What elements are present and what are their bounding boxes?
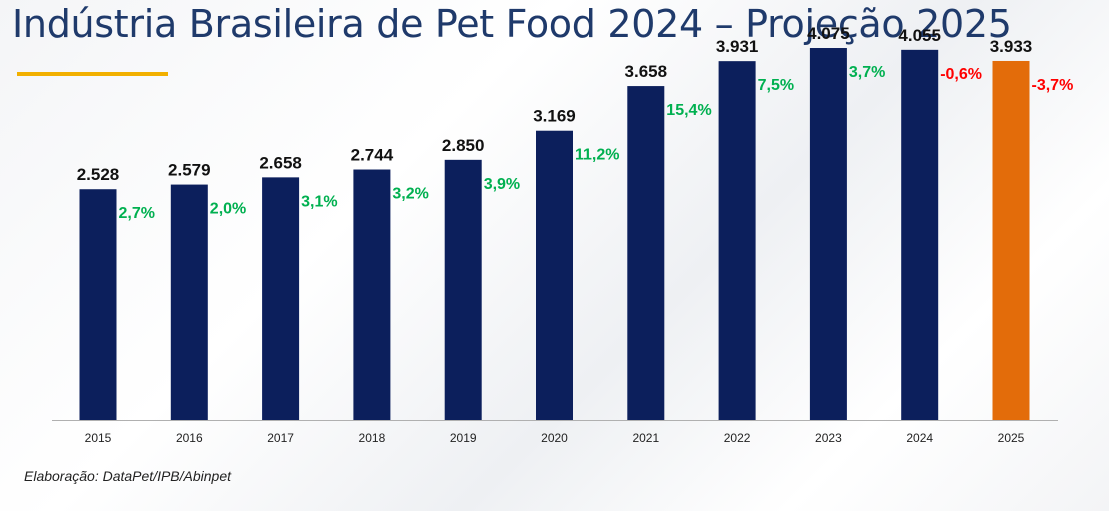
bar-2017	[262, 177, 300, 420]
value-label-2019: 2.850	[442, 136, 485, 155]
growth-label-2020: 11,2%	[575, 147, 619, 164]
x-tick-label-2025: 2025	[998, 431, 1025, 445]
value-label-2024: 4.055	[898, 26, 941, 45]
chart-title: Indústria Brasileira de Pet Food 2024 – …	[12, 2, 1012, 46]
bar-2016	[170, 184, 208, 420]
bar-2018	[353, 169, 391, 420]
x-tick-label-2017: 2017	[267, 431, 294, 445]
title-underline	[17, 72, 168, 76]
growth-label-2016: 2,0%	[210, 201, 246, 218]
growth-label-2021: 15,4%	[666, 102, 711, 119]
value-label-2022: 3.931	[716, 37, 759, 56]
x-tick-label-2016: 2016	[176, 431, 203, 445]
value-label-2020: 3.169	[533, 107, 576, 126]
growth-label-2017: 3,1%	[301, 193, 337, 210]
source-note: Elaboração: DataPet/IPB/Abinpet	[24, 468, 232, 484]
bar-2020	[536, 130, 573, 420]
growth-label-2023: 3,7%	[849, 64, 885, 81]
bar-2021	[627, 86, 665, 420]
growth-label-2022: 7,5%	[758, 77, 794, 94]
x-tick-label-2019: 2019	[450, 431, 477, 445]
bar-2019	[444, 159, 482, 420]
value-label-2025: 3.933	[990, 37, 1033, 56]
x-tick-label-2024: 2024	[906, 431, 933, 445]
growth-label-2018: 3,2%	[392, 186, 428, 203]
bar-2023	[809, 48, 847, 420]
value-label-2016: 2.579	[168, 161, 211, 180]
bar-2025	[992, 60, 1030, 420]
x-tick-label-2018: 2018	[359, 431, 386, 445]
value-label-2023: 4.075	[807, 24, 850, 43]
x-tick-label-2015: 2015	[85, 431, 112, 445]
growth-label-2025: -3,7%	[1032, 77, 1074, 94]
growth-label-2019: 3,9%	[484, 176, 520, 193]
x-tick-label-2023: 2023	[815, 431, 842, 445]
x-tick-label-2020: 2020	[541, 431, 568, 445]
growth-label-2024: -0,6%	[940, 66, 982, 83]
value-label-2021: 3.658	[625, 62, 668, 81]
x-tick-label-2022: 2022	[724, 431, 751, 445]
value-label-2017: 2.658	[259, 153, 302, 172]
x-tick-label-2021: 2021	[632, 431, 659, 445]
value-label-2015: 2.528	[77, 165, 120, 184]
growth-label-2015: 2,7%	[119, 205, 155, 222]
bar-2024	[901, 49, 939, 420]
value-label-2018: 2.744	[351, 146, 394, 165]
bar-2015	[79, 189, 117, 420]
bar-2022	[718, 61, 756, 421]
